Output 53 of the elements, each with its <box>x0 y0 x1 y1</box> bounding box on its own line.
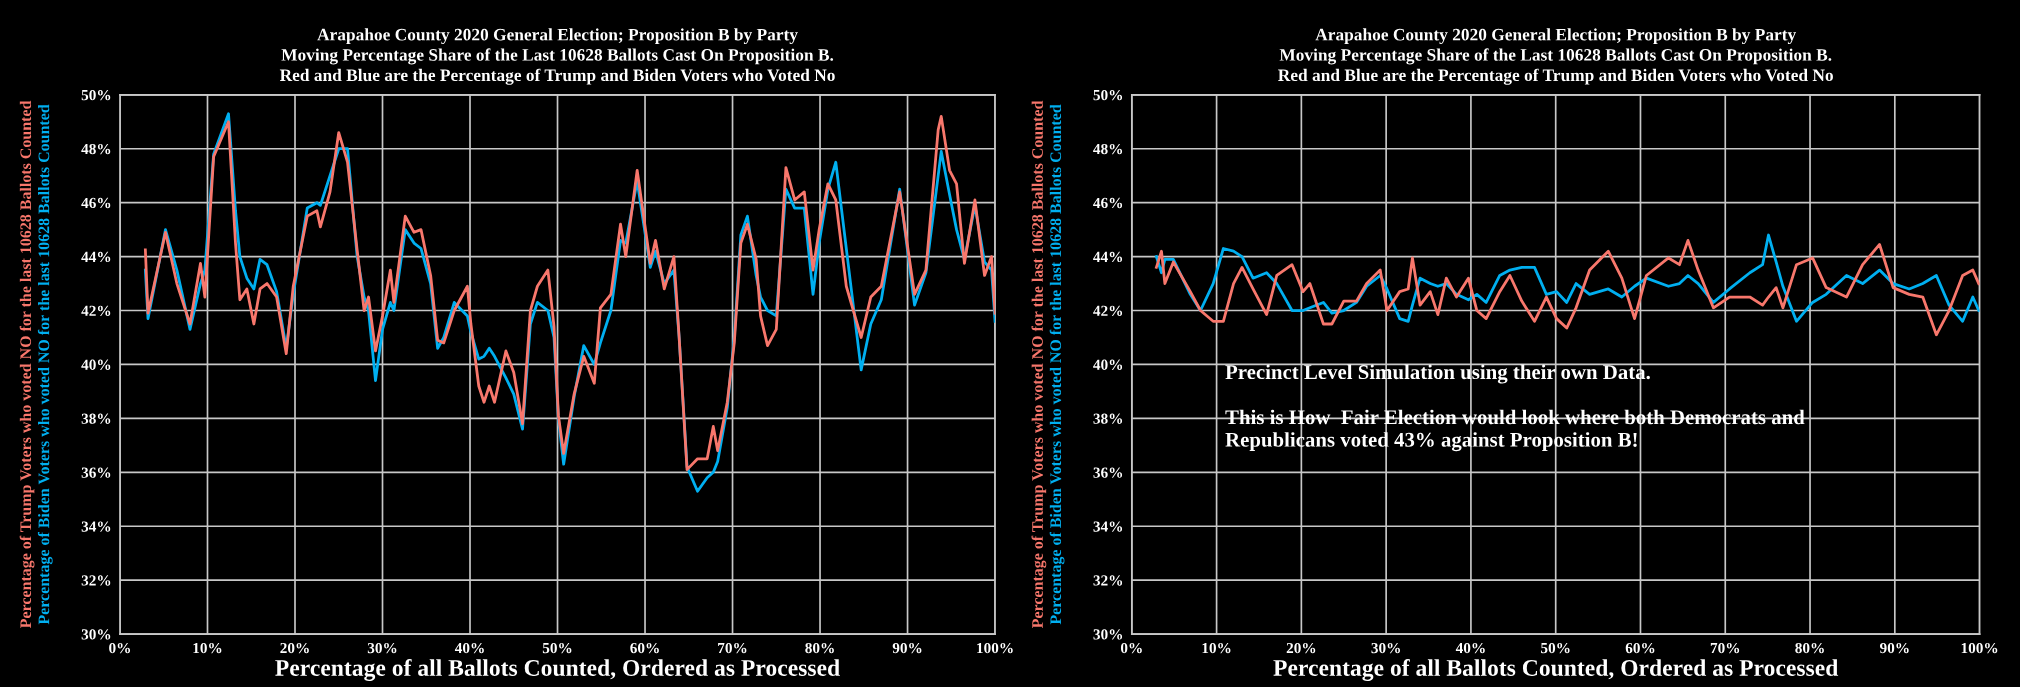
y-tick-label: 32% <box>1093 575 1123 586</box>
y-tick-label: 34% <box>81 521 111 532</box>
y-tick-label: 42% <box>1093 305 1123 317</box>
x-tick-label: 40% <box>1455 642 1485 654</box>
y-tick-label: 36% <box>1093 467 1123 478</box>
x-tick-label: 50% <box>542 642 572 654</box>
y-tick-label: 34% <box>1093 521 1123 532</box>
y-tick-label: 50% <box>1093 89 1123 101</box>
y-tick-label: 50% <box>81 89 111 101</box>
x-tick-label: 30% <box>367 642 397 654</box>
y-tick-label: 46% <box>81 197 111 209</box>
x-tick-label: 0% <box>1120 642 1142 654</box>
x-tick-label: 60% <box>1625 642 1655 654</box>
y-tick-label: 44% <box>1093 251 1123 263</box>
x-tick-label: 100% <box>977 642 1013 654</box>
text: Percentage of Trump Voters who voted NO for the last 10628 Ballots Counted <box>19 100 35 629</box>
x-tick-label: 30% <box>1371 642 1400 654</box>
x-tick-label: 10% <box>193 642 222 654</box>
x-tick-label: 90% <box>1879 642 1909 654</box>
chart-title: Arapahoe County 2020 General Election; Proposition B by Party Moving Percentage Share of the Last 10628 Ballots Cast On Proposition B. Red and Blue are the Percentage of Trump and Biden Voters who Voted No <box>279 28 835 85</box>
x-axis-title: Percentage of all Ballots Counted, Ordered as Processed <box>275 659 840 681</box>
y-tick-label: 30% <box>81 629 111 640</box>
y-tick-label: 48% <box>81 143 111 155</box>
x-tick-label: 0% <box>109 642 131 654</box>
text: Percentage of Biden Voters who voted NO for the last 10628 Ballots Counted <box>37 104 53 625</box>
x-tick-label: 10% <box>1202 642 1231 654</box>
x-tick-label: 50% <box>1541 642 1570 654</box>
x-tick-label: 70% <box>718 642 747 654</box>
x-tick-label: 80% <box>805 642 834 654</box>
y-tick-label: 30% <box>1093 629 1123 640</box>
y-tick-label: 38% <box>81 413 111 424</box>
y-tick-label: 32% <box>81 575 111 586</box>
text: Percentage of Biden Voters who voted NO for the last 10628 Ballots Counted <box>1049 104 1065 625</box>
x-tick-label: 20% <box>1286 642 1316 654</box>
chart-title: Arapahoe County 2020 General Election; Proposition B by Party Moving Percentage Share of the Last 10628 Ballots Cast On Proposition B. Red and Blue are the Percentage of Trump and Biden Voters who Voted No <box>1278 28 1833 85</box>
x-axis-title: Percentage of all Ballots Counted, Ordered as Processed <box>1273 659 1839 681</box>
x-tick-label: 60% <box>630 642 659 654</box>
x-tick-label: 20% <box>280 642 309 654</box>
y-tick-label: 38% <box>1093 413 1123 424</box>
x-tick-label: 90% <box>892 642 922 654</box>
y-tick-label: 36% <box>81 467 111 478</box>
y-tick-label: 40% <box>81 359 111 370</box>
text: Percentage of Trump Voters who voted NO for the last 10628 Ballots Counted <box>1031 100 1047 629</box>
x-tick-label: 80% <box>1795 642 1824 654</box>
line-series <box>1155 239 1980 337</box>
y-tick-label: 42% <box>81 305 111 317</box>
y-tick-label: 44% <box>81 251 111 263</box>
y-tick-label: 40% <box>1093 359 1123 370</box>
x-tick-label: 40% <box>454 642 484 654</box>
x-tick-label: 70% <box>1710 642 1740 654</box>
x-tick-label: 100% <box>1961 642 1998 654</box>
y-tick-label: 46% <box>1093 197 1123 209</box>
y-tick-label: 48% <box>1093 143 1123 155</box>
